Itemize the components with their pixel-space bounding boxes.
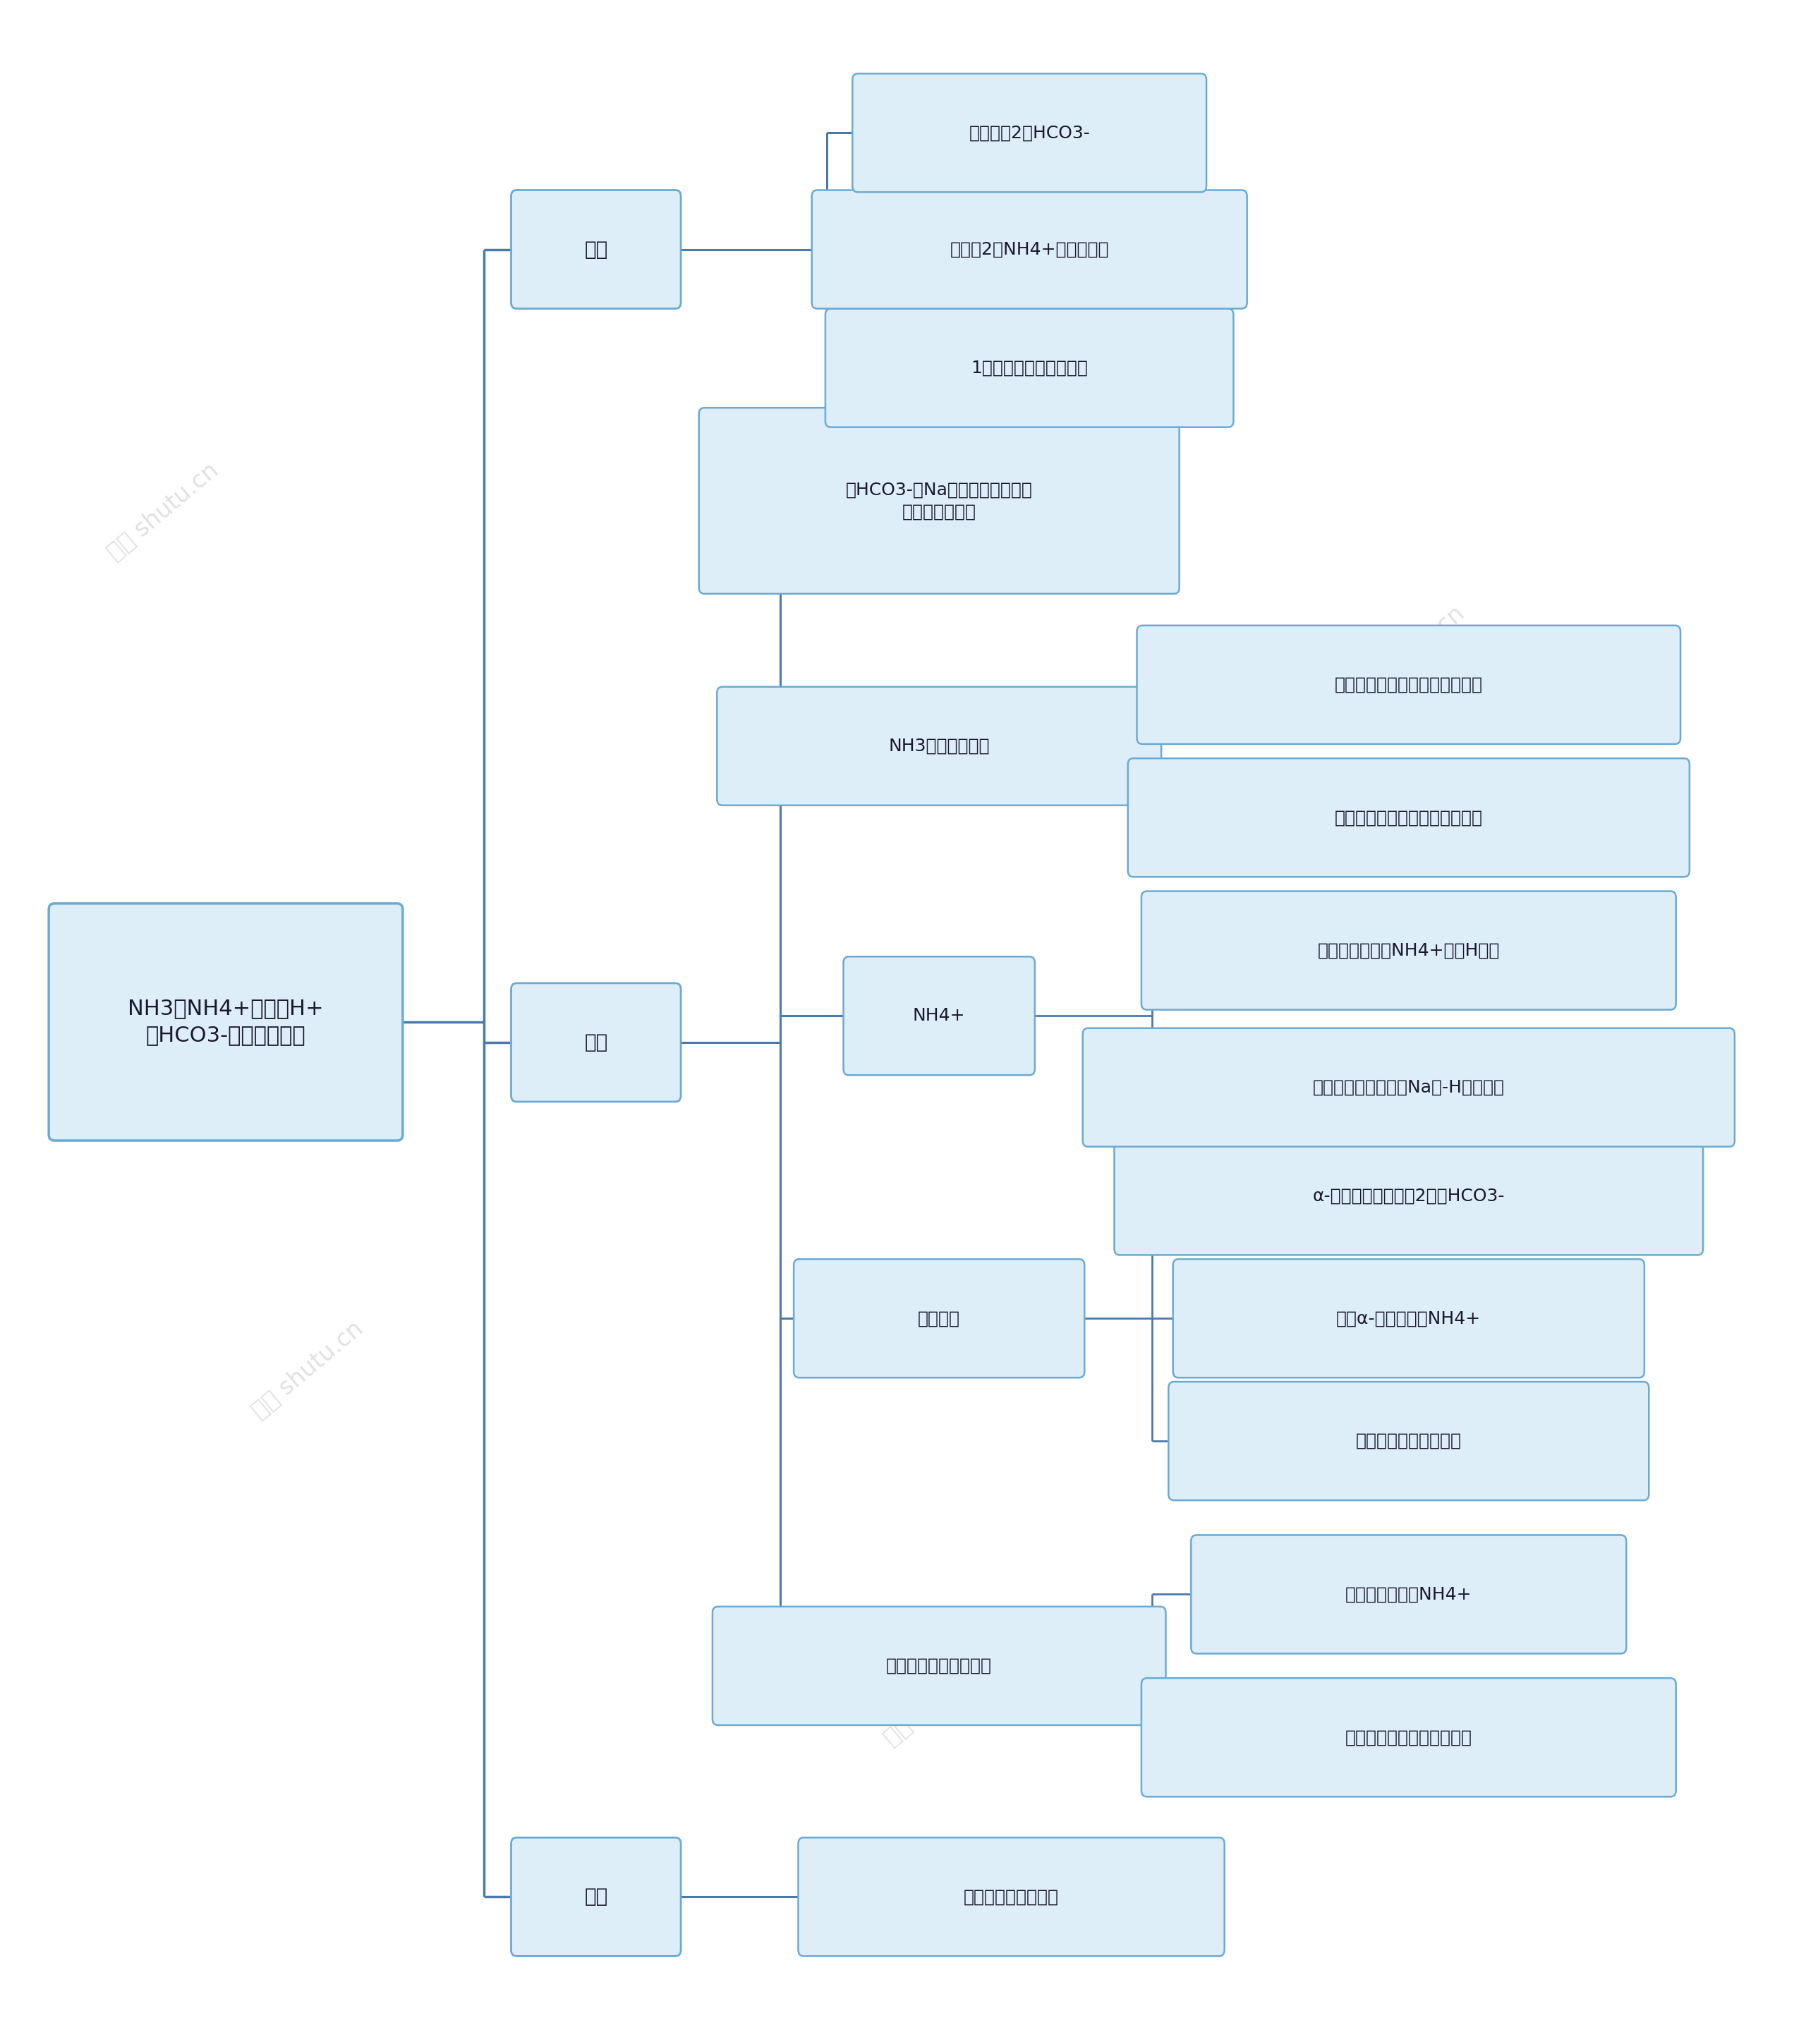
Text: 树图 shutu.cn: 树图 shutu.cn xyxy=(103,458,222,564)
Text: NH3是脂溶性分子: NH3是脂溶性分子 xyxy=(889,738,990,754)
FancyBboxPatch shape xyxy=(1192,1535,1627,1654)
Text: 在谷氨酸脱氢酶作用下: 在谷氨酸脱氢酶作用下 xyxy=(1356,1433,1461,1449)
Text: 树图 shutu.cn: 树图 shutu.cn xyxy=(247,1316,367,1423)
FancyBboxPatch shape xyxy=(1141,891,1676,1010)
Text: NH3和NH4+分泌与H+
、HCO3-的转运的关系: NH3和NH4+分泌与H+ 、HCO3-的转运的关系 xyxy=(128,997,323,1047)
Text: 可生成2个NH4+进入小管液: 可生成2个NH4+进入小管液 xyxy=(950,241,1109,258)
FancyBboxPatch shape xyxy=(717,687,1161,805)
Text: α-酮戊二酸又可生成2分子HCO3-: α-酮戊二酸又可生成2分子HCO3- xyxy=(1313,1188,1504,1204)
Text: 步骤: 步骤 xyxy=(585,1032,607,1053)
Text: NH4+: NH4+ xyxy=(912,1008,966,1024)
FancyBboxPatch shape xyxy=(825,309,1233,427)
FancyBboxPatch shape xyxy=(699,407,1179,593)
Text: 而HCO3-与Na＋则一同跨基底侧
膜进入组织间液: 而HCO3-与Na＋则一同跨基底侧 膜进入组织间液 xyxy=(845,480,1033,521)
FancyBboxPatch shape xyxy=(713,1607,1167,1725)
Text: 树图 shutu.cn: 树图 shutu.cn xyxy=(1168,1112,1288,1218)
FancyBboxPatch shape xyxy=(1129,758,1690,877)
Text: 生成α-酮戊二酸和NH4+: 生成α-酮戊二酸和NH4+ xyxy=(1336,1310,1481,1327)
FancyBboxPatch shape xyxy=(49,903,403,1141)
Text: 树图 shutu.cn: 树图 shutu.cn xyxy=(1024,253,1143,360)
Text: 生成谷氨酸根和NH4+: 生成谷氨酸根和NH4+ xyxy=(1345,1586,1472,1602)
Text: 同时回收2个HCO3-: 同时回收2个HCO3- xyxy=(968,125,1091,141)
FancyBboxPatch shape xyxy=(798,1838,1224,1956)
Text: 可以单纯扩散的方式进入小管腔: 可以单纯扩散的方式进入小管腔 xyxy=(1335,809,1483,826)
FancyBboxPatch shape xyxy=(1174,1259,1645,1378)
Text: 谷氨酸根: 谷氨酸根 xyxy=(917,1310,961,1327)
FancyBboxPatch shape xyxy=(511,983,681,1102)
Text: 进入小管液（由NH4+代替H＋）: 进入小管液（由NH4+代替H＋） xyxy=(1318,942,1499,959)
Text: 也可通过基底侧膜进入细胞间液: 也可通过基底侧膜进入细胞间液 xyxy=(1335,677,1483,693)
Text: 上皮细胞内的谷氨酰胺: 上皮细胞内的谷氨酰胺 xyxy=(887,1658,991,1674)
FancyBboxPatch shape xyxy=(843,957,1035,1075)
Text: 1分子谷氨酰胺被代谢时: 1分子谷氨酰胺被代谢时 xyxy=(972,360,1087,376)
FancyBboxPatch shape xyxy=(1141,1678,1676,1797)
Text: 位置: 位置 xyxy=(585,1887,607,1907)
FancyBboxPatch shape xyxy=(1114,1136,1703,1255)
Text: 主要发生在近端小管: 主要发生在近端小管 xyxy=(964,1889,1058,1905)
FancyBboxPatch shape xyxy=(852,74,1206,192)
FancyBboxPatch shape xyxy=(511,1838,681,1956)
FancyBboxPatch shape xyxy=(1138,625,1681,744)
FancyBboxPatch shape xyxy=(811,190,1246,309)
Text: 树图 shutu.cn: 树图 shutu.cn xyxy=(880,1643,999,1750)
Text: 树图 shutu.cn: 树图 shutu.cn xyxy=(1349,601,1468,707)
FancyBboxPatch shape xyxy=(1084,1028,1736,1147)
Text: 在谷氨酰胺酶的作用下脱氨: 在谷氨酰胺酶的作用下脱氨 xyxy=(1345,1729,1472,1746)
FancyBboxPatch shape xyxy=(511,190,681,309)
Text: 结果: 结果 xyxy=(585,239,607,260)
Text: 通过上皮细胞顶端膜Na＋-H＋交换体: 通过上皮细胞顶端膜Na＋-H＋交换体 xyxy=(1313,1079,1504,1096)
FancyBboxPatch shape xyxy=(1168,1382,1649,1500)
FancyBboxPatch shape xyxy=(795,1259,1085,1378)
